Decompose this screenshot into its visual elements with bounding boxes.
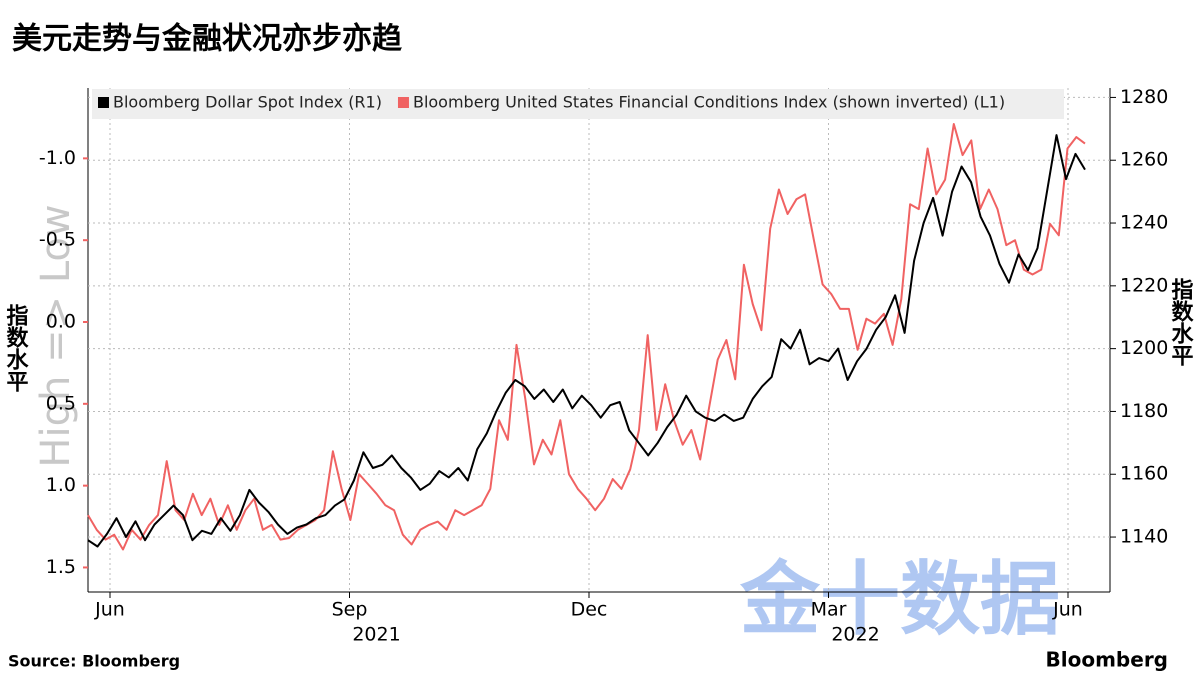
x-tick-label: Mar bbox=[811, 599, 847, 621]
chart-title: 美元走势与金融状况亦步亦趋 bbox=[12, 22, 403, 57]
y-tick-label: -0.5 bbox=[39, 229, 76, 251]
y2-tick-label: 1260 bbox=[1120, 149, 1168, 171]
series-line bbox=[87, 134, 1086, 548]
series-line bbox=[87, 123, 1086, 551]
y-tick-label: 0.0 bbox=[46, 311, 76, 333]
source: Source: Bloomberg bbox=[8, 652, 180, 671]
legend-box bbox=[92, 89, 1064, 119]
y-tick-label: -1.0 bbox=[39, 147, 76, 169]
legend-label: Bloomberg Dollar Spot Index (R1) bbox=[113, 93, 382, 112]
x-year-label: 2021 bbox=[352, 624, 400, 646]
x-tick-label: Sep bbox=[332, 599, 368, 621]
y-tick-label: 0.5 bbox=[46, 392, 76, 414]
annotation: High => Low bbox=[33, 204, 79, 467]
y-axis-title: 指数水平 bbox=[3, 304, 29, 392]
y-tick-label: 1.0 bbox=[46, 474, 76, 496]
y2-tick-label: 1140 bbox=[1120, 526, 1168, 548]
y2-tick-label: 1200 bbox=[1120, 337, 1168, 359]
y2-tick-label: 1240 bbox=[1120, 212, 1168, 234]
y2-tick-label: 1180 bbox=[1120, 400, 1168, 422]
x-year-label: 2022 bbox=[831, 624, 879, 646]
x-tick-label: Jun bbox=[1052, 599, 1083, 621]
watermark: 金十数据 bbox=[739, 553, 1060, 646]
logo: Bloomberg bbox=[1046, 648, 1168, 672]
x-tick-label: Dec bbox=[571, 599, 608, 621]
y-tick-label: 1.5 bbox=[46, 556, 76, 578]
legend-label: Bloomberg United States Financial Condit… bbox=[413, 93, 1005, 112]
x-tick-label: Jun bbox=[94, 599, 125, 621]
y2-tick-label: 1280 bbox=[1120, 86, 1168, 108]
y2-tick-label: 1160 bbox=[1120, 463, 1168, 485]
y2-axis-title: 指数水平 bbox=[1168, 278, 1194, 366]
legend-swatch bbox=[98, 97, 109, 108]
y2-tick-label: 1220 bbox=[1120, 274, 1168, 296]
legend-swatch bbox=[397, 97, 409, 108]
